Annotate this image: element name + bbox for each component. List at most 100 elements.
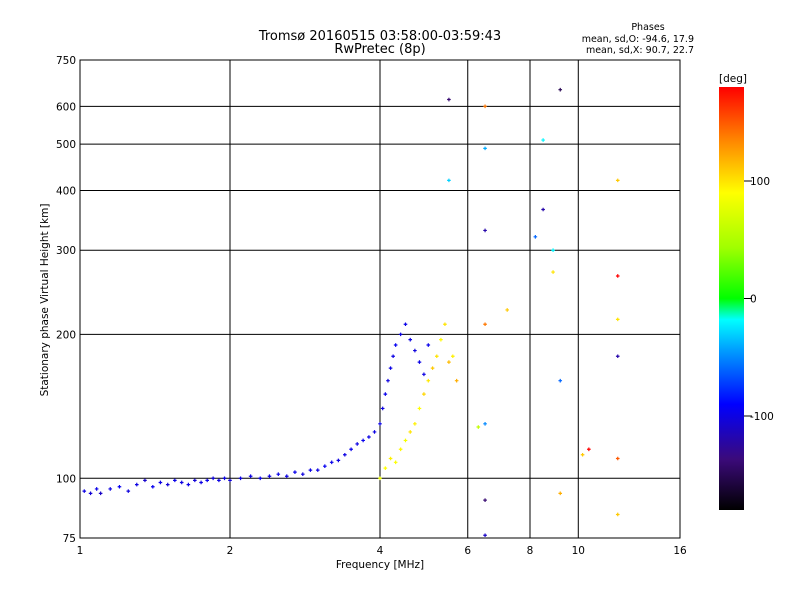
data-point-O-0	[82, 489, 87, 493]
data-points	[82, 87, 620, 538]
data-point-X-15	[447, 360, 451, 364]
data-point-scattered-0	[447, 97, 451, 102]
data-point-O-26	[276, 472, 281, 476]
data-point-O-9	[151, 484, 155, 489]
x-tick-label-5: 10	[572, 545, 585, 557]
data-point-O-54	[426, 343, 431, 347]
x-tick-label-4: 8	[527, 545, 534, 557]
y-tick-label-0: 75	[63, 533, 76, 545]
data-point-X-3	[393, 460, 398, 465]
y-tick-label-2: 200	[56, 329, 76, 341]
data-point-scattered-13	[615, 274, 620, 278]
data-point-O-8	[143, 478, 147, 483]
data-point-O-51	[413, 348, 417, 353]
data-point-O-30	[308, 468, 313, 472]
data-point-O-44	[386, 378, 390, 383]
colorbar-tick-label-0: 100	[750, 176, 770, 188]
data-point-scattered-25	[483, 533, 487, 538]
x-tick-labels: 1 2 4 6 8 10 16	[77, 545, 687, 557]
data-point-X-12	[434, 354, 439, 359]
data-point-O-28	[293, 470, 297, 474]
legend-title: Phases	[631, 22, 664, 33]
y-axis-label: Stationary phase Virtual Height [km]	[39, 204, 51, 397]
data-point-O-32	[323, 464, 327, 468]
y-tick-label-1: 100	[56, 473, 76, 485]
chart-subtitle: RwPretec (8p)	[334, 42, 425, 57]
data-point-O-45	[388, 366, 393, 370]
legend-line-o: mean, sd,O: -94.6, 17.9	[582, 34, 694, 45]
data-point-O-42	[380, 406, 385, 411]
data-point-O-1	[88, 491, 93, 496]
x-tick-label-3: 6	[464, 545, 471, 557]
data-point-scattered-11	[483, 322, 487, 327]
data-point-O-53	[422, 372, 426, 377]
data-point-scattered-17	[558, 378, 563, 383]
y-tick-label-4: 400	[56, 185, 76, 197]
data-point-O-35	[343, 452, 347, 457]
data-point-scattered-1	[483, 104, 487, 109]
data-point-O-41	[378, 422, 382, 426]
data-point-scattered-24	[615, 512, 620, 517]
data-point-O-23	[248, 474, 253, 479]
data-point-O-3	[98, 491, 103, 496]
x-tick-label-0: 1	[77, 545, 84, 557]
data-point-O-16	[199, 480, 203, 485]
data-point-scattered-3	[541, 138, 545, 142]
data-point-O-22	[238, 476, 243, 481]
data-point-scattered-16	[615, 354, 620, 359]
data-point-X-6	[408, 430, 413, 434]
data-point-X-2	[388, 456, 393, 461]
data-point-O-40	[372, 430, 377, 434]
data-point-O-20	[222, 476, 227, 481]
data-point-X-4	[398, 447, 403, 452]
x-tick-label-2: 4	[377, 545, 384, 557]
data-point-X-13	[439, 337, 443, 342]
data-point-O-12	[173, 478, 177, 483]
chart-title: Tromsø 20160515 03:58:00-03:59:43	[258, 29, 501, 44]
data-point-O-47	[393, 343, 398, 347]
data-point-O-49	[403, 322, 408, 327]
data-point-X-0	[378, 476, 382, 481]
data-point-scattered-9	[551, 248, 555, 253]
data-point-O-48	[398, 332, 403, 337]
data-point-O-43	[383, 392, 388, 396]
data-point-O-4	[108, 487, 113, 491]
data-point-scattered-22	[483, 498, 487, 502]
data-point-O-18	[211, 476, 215, 481]
x-axis-label: Frequency [MHz]	[336, 559, 424, 571]
colorbar-tick-label-1: 0	[750, 294, 757, 306]
data-point-O-2	[94, 487, 99, 491]
data-point-O-50	[408, 337, 413, 342]
data-point-O-46	[391, 354, 395, 359]
data-point-O-27	[284, 474, 289, 479]
y-tick-label-6: 600	[56, 101, 76, 113]
y-tick-label-7: 750	[56, 55, 76, 67]
data-point-scattered-4	[558, 87, 563, 92]
data-point-O-25	[267, 474, 272, 479]
data-point-X-14	[443, 322, 447, 327]
data-point-O-10	[158, 480, 163, 485]
data-point-X-9	[422, 392, 426, 396]
data-point-O-38	[361, 438, 365, 443]
data-point-O-5	[117, 484, 122, 489]
data-point-scattered-23	[558, 491, 563, 496]
colorbar-tick-label-2: -100	[750, 411, 774, 423]
data-point-scattered-5	[447, 178, 451, 183]
data-point-O-33	[329, 460, 334, 465]
data-point-scattered-10	[505, 308, 509, 312]
data-point-O-29	[301, 472, 305, 476]
data-point-O-31	[315, 468, 320, 472]
data-point-X-8	[417, 406, 422, 411]
data-point-O-17	[205, 478, 209, 483]
data-point-X-7	[413, 422, 417, 426]
data-point-X-5	[403, 438, 408, 443]
legend-line-x: mean, sd,X: 90.7, 22.7	[586, 45, 694, 56]
x-tick-label-6: 16	[673, 545, 687, 557]
data-point-O-39	[367, 435, 371, 439]
data-point-scattered-18	[476, 425, 481, 429]
grid-lines	[80, 60, 680, 538]
data-point-scattered-8	[541, 207, 545, 212]
data-point-O-15	[193, 478, 197, 483]
data-point-scattered-21	[615, 456, 620, 461]
data-point-scattered-7	[533, 235, 538, 239]
